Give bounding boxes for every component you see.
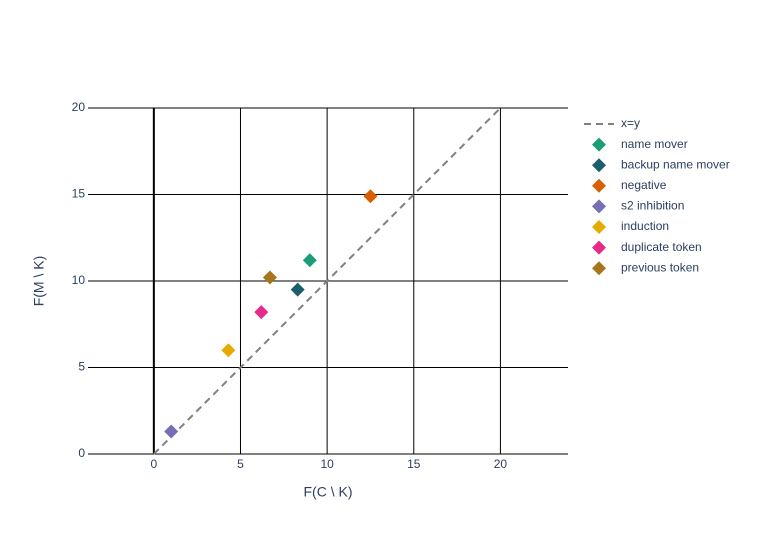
x-axis-title: F(C \ K) xyxy=(304,484,353,500)
legend-symbol xyxy=(592,178,606,193)
legend-symbol xyxy=(592,137,606,152)
x-tick-label: 5 xyxy=(237,457,244,471)
legend-symbol xyxy=(592,261,606,276)
y-tick-label: 15 xyxy=(72,187,86,201)
data-point xyxy=(164,424,179,439)
x-tick-label: 0 xyxy=(151,457,158,471)
legend-label[interactable]: previous token xyxy=(621,260,699,274)
legend-label[interactable]: negative xyxy=(621,178,667,192)
x-tick-label: 20 xyxy=(494,457,508,471)
y-axis-title: F(M \ K) xyxy=(31,256,47,307)
data-point xyxy=(302,253,317,268)
legend-label[interactable]: backup name mover xyxy=(621,157,730,171)
legend-symbol xyxy=(592,158,606,173)
data-point xyxy=(262,270,277,285)
data-point xyxy=(221,343,236,358)
y-tick-label: 20 xyxy=(72,100,86,114)
y-tick-label: 0 xyxy=(78,446,85,460)
reference-line xyxy=(153,107,502,455)
legend-symbol xyxy=(592,199,606,214)
legend-symbol xyxy=(592,220,606,234)
legend-label[interactable]: s2 inhibition xyxy=(621,199,684,213)
x-tick-label: 10 xyxy=(320,457,334,471)
legend-symbol xyxy=(592,240,606,255)
data-point xyxy=(254,305,269,320)
legend-label[interactable]: induction xyxy=(621,219,669,233)
x-tick-label: 15 xyxy=(407,457,421,471)
legend-label[interactable]: x=y xyxy=(621,116,640,130)
legend-label[interactable]: name mover xyxy=(621,137,688,151)
data-point xyxy=(363,189,378,204)
data-point xyxy=(290,282,305,297)
y-tick-label: 10 xyxy=(72,273,86,287)
legend-label[interactable]: duplicate token xyxy=(621,240,702,254)
y-tick-label: 5 xyxy=(78,360,85,374)
